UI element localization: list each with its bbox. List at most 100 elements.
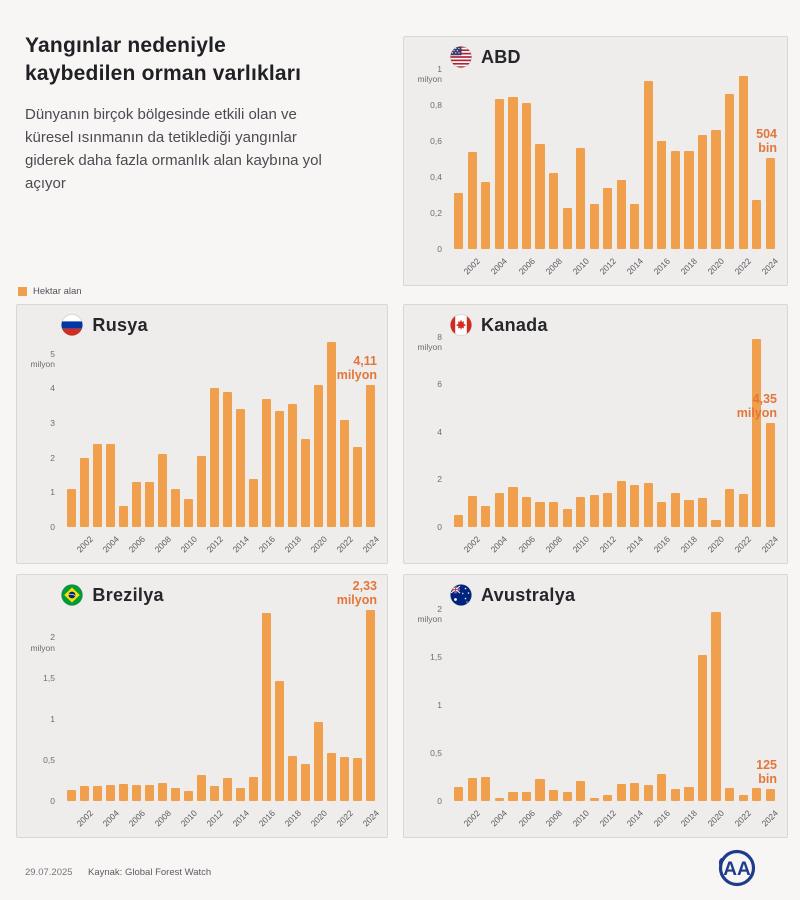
bar-2023 [353,758,362,801]
bar-2005 [508,96,518,249]
x-tick-2020: 2020 [308,808,329,829]
x-tick-2018: 2018 [678,256,700,277]
value-annotation: 125 bin [756,758,777,786]
bar-2018 [684,499,694,527]
bar-2013 [616,480,626,527]
bar-2008 [548,790,559,801]
bar-2006 [132,481,141,527]
bar-2007 [145,784,154,801]
bar-2015 [249,478,258,527]
bar-2002 [467,151,477,249]
y-tick: 6 [437,379,442,390]
x-tick-2010: 2010 [178,808,199,829]
bar-2005 [119,783,128,801]
bar-2012 [210,388,219,527]
chart-header: Brezilya [61,584,164,606]
y-axis: 8 milyon 6 4 2 0 [404,331,446,532]
chart-panel-rusya: Rusya 5 milyon 4 3 2 1 0 2002 2004 2006 2008 2010 2… [16,304,388,564]
y-tick: 0,5 [430,747,442,758]
bar-2009 [171,488,180,527]
x-tick-2012: 2012 [597,534,618,555]
usa-flag-icon [449,46,472,68]
x-tick-2010: 2010 [178,534,199,555]
chart-panel-brezilya: Brezilya 2 milyon 1,5 1 0,5 0 2002 2004 2006 200… [16,574,388,838]
russia-flag-icon [61,314,84,336]
x-tick-2006: 2006 [516,808,537,829]
bar-2019 [697,498,708,527]
x-tick-2006: 2006 [516,534,537,555]
bar-2017 [275,680,284,801]
x-tick-2004: 2004 [100,808,121,829]
x-tick-2008: 2008 [543,256,564,277]
y-tick: 1 [50,714,55,725]
bar-2011 [589,494,599,527]
bar-2021 [327,752,336,801]
bar-2004 [106,443,115,527]
x-tick-2004: 2004 [489,256,510,277]
x-tick-2014: 2014 [624,256,645,277]
bar-2017 [670,150,681,249]
bar-2001 [454,193,464,249]
bar-2007 [535,144,545,249]
legend-swatch-icon [18,287,27,296]
plot-area: 2002 2004 2006 2008 2010 2012 2014 2016 2018 2020… [452,65,780,276]
chart-title: Avustralya [480,584,576,605]
y-tick: 0,5 [43,755,55,766]
bar-2010 [184,791,193,801]
bar-2017 [670,789,681,801]
bar-2001 [454,515,464,527]
x-tick-2024: 2024 [759,534,781,555]
bar-2008 [548,502,559,527]
bar-2018 [684,150,694,249]
x-tick-2022: 2022 [334,534,355,555]
chart-title: Kanada [480,314,548,335]
bar-2016 [262,398,271,527]
bar-2011 [589,203,599,249]
bar-2024 [765,158,775,249]
bar-2022 [340,756,349,801]
x-tick-2022: 2022 [732,808,754,829]
x-tick-2020: 2020 [705,534,727,555]
x-tick-2008: 2008 [152,808,173,829]
legend-label: Hektar alan [33,286,82,297]
brazil-flag-icon [61,584,84,606]
bar-2001 [67,790,76,801]
chart-title: Brezilya [92,584,164,605]
bar-2007 [535,778,545,801]
bar-2008 [158,783,167,801]
bar-2024 [366,610,375,801]
svg-text:AA: AA [723,859,751,880]
x-tick-2008: 2008 [152,534,173,555]
bar-2022 [738,75,748,249]
footer-date: 29.07.2025 [25,867,73,878]
bar-2006 [521,497,532,527]
bar-2004 [494,492,504,527]
bar-2001 [67,488,76,527]
bar-2014 [236,787,245,801]
bar-2010 [576,497,586,527]
bar-2004 [494,99,504,249]
bar-2004 [494,798,504,801]
x-tick-2012: 2012 [597,256,618,277]
bar-2014 [236,409,245,527]
y-tick: 0 [437,522,442,532]
x-tick-2008: 2008 [543,808,564,829]
y-axis: 5 milyon 4 3 2 1 0 [17,333,59,532]
bar-2017 [275,410,284,527]
value-annotation: 4,35 milyon [736,392,777,421]
x-tick-2018: 2018 [678,808,700,829]
bar-2010 [576,780,586,801]
x-tick-2016: 2016 [256,808,277,829]
bar-2013 [616,180,626,249]
chart-header: Kanada [449,314,548,336]
bar-2014 [630,203,640,249]
chart-panel-abd: ABD 1 milyon 0,8 0,6 0,4 0,2 0 2002 2004 2006 200… [403,36,788,286]
bar-2021 [725,488,735,527]
y-tick: 4 [50,383,55,394]
x-tick-2024: 2024 [759,256,781,277]
y-tick: 8 milyon [417,331,442,352]
chart-title: ABD [480,46,521,67]
chart-title: Rusya [92,314,148,335]
y-tick: 2 [50,452,55,463]
x-tick-2002: 2002 [461,808,483,829]
